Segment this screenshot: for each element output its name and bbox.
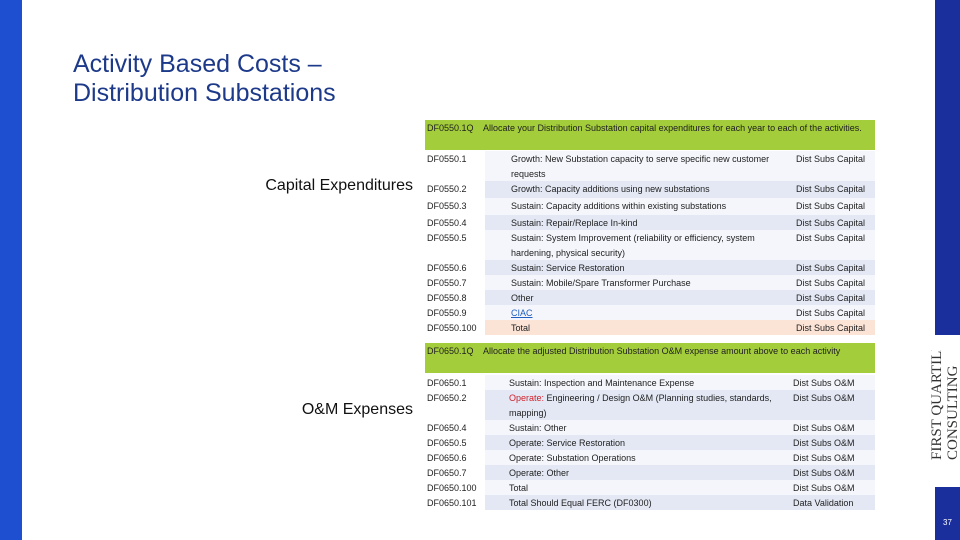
logo-line-1: FIRST QUARTILE — [929, 350, 945, 460]
title-line: Activity Based Costs – — [73, 50, 322, 78]
logo: FIRST QUARTILE CONSULTING — [929, 350, 960, 460]
category-cell: Data Validation — [793, 498, 854, 508]
category-cell: Dist Subs O&M — [793, 453, 855, 463]
code-cell: DF0550.4 — [425, 215, 485, 230]
link[interactable]: CIAC — [511, 308, 533, 318]
category-cell: Dist Subs Capital — [796, 263, 866, 273]
table-row: DF0550.1 Growth: New Substation capacity … — [425, 151, 875, 181]
description-cell: Operate: Service Restoration — [509, 438, 626, 448]
code-cell: DF0550.6 — [425, 260, 485, 275]
header-text: Allocate the adjusted Distribution Subst… — [483, 346, 841, 356]
code-cell: DF0650.4 — [425, 420, 485, 435]
page-number: 37 — [943, 518, 952, 527]
category-cell: Dist Subs Capital — [796, 293, 866, 303]
title-line: Distribution Substations — [73, 79, 336, 107]
description-cell: Total — [511, 323, 531, 333]
table-row: DF0550.9 CIAC Dist Subs Capital — [425, 305, 875, 320]
table-row: DF0650.101 Total Should Equal FERC (DF030… — [425, 495, 875, 510]
code-cell: DF0650.2 — [425, 390, 485, 420]
table-row: DF0550.4 Sustain: Repair/Replace In-kind D… — [425, 215, 875, 230]
description-cell: Sustain: Repair/Replace In-kind — [511, 218, 638, 228]
category-cell: Dist Subs Capital — [796, 218, 866, 228]
code-cell: DF0550.8 — [425, 290, 485, 305]
description-cell: Growth: New Substation capacity to serve… — [511, 154, 770, 179]
description-part: Engineering / Design O&M (Planning studi… — [509, 393, 772, 418]
category-cell: Dist Subs O&M — [793, 483, 855, 493]
table-row: DF0650.4 Sustain: Other Dist Subs O&M — [425, 420, 875, 435]
code-cell: DF0650.1 — [425, 375, 485, 390]
description-cell: Sustain: Other — [509, 423, 567, 433]
description-cell: Sustain: Inspection and Maintenance Expe… — [509, 378, 695, 388]
left-bar — [0, 0, 22, 540]
table-row: DF0550.5 Sustain: System Improvement (rel… — [425, 230, 875, 260]
code-cell: DF0650.101 — [425, 495, 485, 510]
table-row: DF0550.8 Other Dist Subs Capital — [425, 290, 875, 305]
description-cell: Operate: Other — [509, 468, 570, 478]
category-cell: Dist Subs Capital — [796, 184, 866, 194]
section-label: Capital Expenditures — [265, 177, 413, 194]
code-cell: DF0650.1Q — [427, 346, 474, 356]
code-cell: DF0650.5 — [425, 435, 485, 450]
section-label: O&M Expenses — [301, 401, 413, 418]
table-row: DF0650.1 Sustain: Inspection and Maintena… — [425, 375, 875, 390]
description-cell: Growth: Capacity additions using new sub… — [511, 184, 710, 194]
logo-line-2: CONSULTING — [945, 365, 960, 460]
code-cell: DF0550.100 — [425, 320, 485, 335]
header-row: DF0550.1Q Allocate your Distribution Subs… — [425, 120, 875, 150]
slide-title: Activity Based Costs – Distribution Subs… — [73, 50, 336, 108]
category-cell: Dist Subs Capital — [796, 278, 866, 288]
category-cell: Dist Subs O&M — [793, 378, 855, 388]
code-cell: DF0550.5 — [425, 230, 485, 260]
table-row: DF0550.6 Sustain: Service Restoration Dist… — [425, 260, 875, 275]
category-cell: Dist Subs Capital — [796, 154, 866, 164]
description-cell: Sustain: Service Restoration — [511, 263, 625, 273]
table-row: DF0650.6 Operate: Substation Operations Di… — [425, 450, 875, 465]
code-cell: DF0550.1Q — [427, 123, 474, 133]
description-cell: Total Should Equal FERC (DF0300) — [509, 498, 652, 508]
table-row: DF0550.3 Sustain: Capacity additions with… — [425, 198, 875, 215]
category-cell: Dist Subs Capital — [796, 308, 866, 318]
header-row: DF0650.1Q Allocate the adjusted Distribut… — [425, 343, 875, 373]
table-row: DF0550.100 Total Dist Subs Capital — [425, 320, 875, 335]
category-cell: Dist Subs O&M — [793, 393, 855, 403]
description-cell: CIAC — [509, 305, 788, 322]
category-cell: Dist Subs O&M — [793, 468, 855, 478]
description-cell: Other — [511, 293, 534, 303]
table-row: DF0550.7 Sustain: Mobile/Spare Transforme… — [425, 275, 875, 290]
header-text: Allocate your Distribution Substation ca… — [483, 123, 862, 133]
code-cell: DF0650.7 — [425, 465, 485, 480]
code-cell: DF0650.6 — [425, 450, 485, 465]
description-part: Operate: — [509, 393, 545, 403]
description-cell: Sustain: Mobile/Spare Transformer Purcha… — [511, 278, 691, 288]
code-cell: DF0550.7 — [425, 275, 485, 290]
table-row: DF0550.2 Growth: Capacity additions using… — [425, 181, 875, 198]
table-row: DF0650.2 Operate: Engineering / Design O&… — [425, 390, 875, 420]
right-bar-bottom — [935, 487, 960, 540]
table-row: DF0650.5 Operate: Service Restoration Dist… — [425, 435, 875, 450]
description-cell: Sustain: Capacity additions within exist… — [511, 201, 727, 211]
code-cell: DF0550.2 — [425, 181, 485, 198]
table-row: DF0650.7 Operate: Other Dist Subs O&M — [425, 465, 875, 480]
description-cell: Total — [509, 483, 529, 493]
code-cell: DF0550.1 — [425, 151, 485, 181]
code-cell: DF0550.3 — [425, 198, 485, 215]
category-cell: Dist Subs Capital — [796, 233, 866, 243]
right-bar-top — [935, 0, 960, 335]
code-cell: DF0550.9 — [425, 305, 485, 320]
description-cell: Operate: Substation Operations — [509, 453, 636, 463]
table-row: DF0650.100 Total Dist Subs O&M — [425, 480, 875, 495]
category-cell: Dist Subs Capital — [796, 201, 866, 211]
category-cell: Dist Subs O&M — [793, 438, 855, 448]
description-cell: Operate: Engineering / Design O&M (Plann… — [507, 390, 785, 421]
category-cell: Dist Subs O&M — [793, 423, 855, 433]
code-cell: DF0650.100 — [425, 480, 485, 495]
category-cell: Dist Subs Capital — [796, 323, 866, 333]
description-cell: Sustain: System Improvement (reliability… — [511, 233, 755, 258]
